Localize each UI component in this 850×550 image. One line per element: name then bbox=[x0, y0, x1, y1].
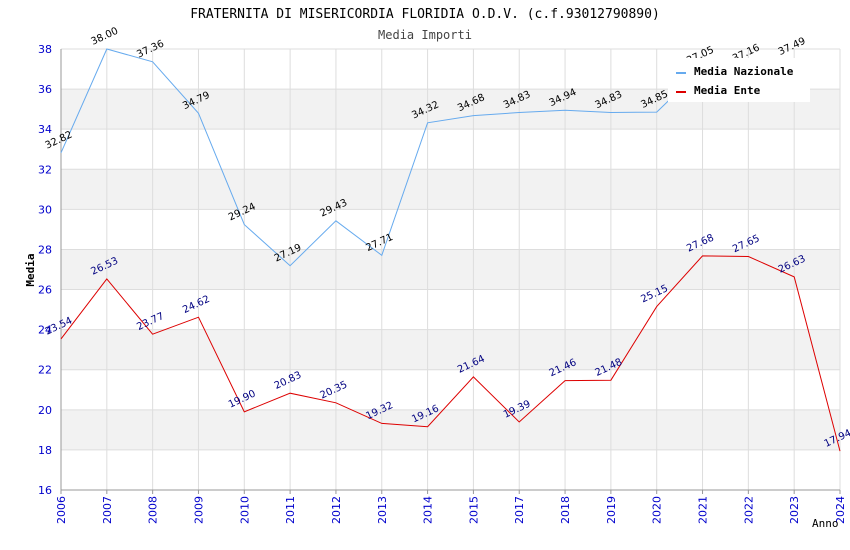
legend-label-nazionale: Media Nazionale bbox=[694, 65, 794, 78]
x-tick-label: 2023 bbox=[788, 496, 801, 524]
x-tick-label: 2010 bbox=[238, 496, 251, 524]
y-tick-label: 24 bbox=[38, 324, 52, 337]
grid-band bbox=[61, 249, 840, 290]
legend-label-ente: Media Ente bbox=[694, 84, 761, 97]
x-tick-label: 2021 bbox=[697, 496, 710, 524]
x-tick-label: 2013 bbox=[376, 496, 389, 524]
y-tick-label: 22 bbox=[38, 364, 52, 377]
legend-box bbox=[668, 58, 810, 102]
x-axis-title: Anno bbox=[812, 517, 839, 530]
series-line-ente bbox=[60, 255, 841, 452]
y-tick-label: 28 bbox=[38, 243, 52, 256]
data-label: 37.36 bbox=[135, 38, 166, 60]
grid-band bbox=[61, 169, 840, 210]
grid-band bbox=[61, 329, 840, 370]
y-tick-label: 38 bbox=[38, 43, 52, 56]
x-tick-label: 2008 bbox=[147, 496, 160, 524]
data-label: 38.00 bbox=[89, 26, 120, 48]
x-tick-label: 2014 bbox=[422, 496, 435, 524]
chart-title: FRATERNITA DI MISERICORDIA FLORIDIA O.D.… bbox=[190, 7, 660, 22]
x-tick-label: 2018 bbox=[559, 496, 572, 524]
data-label: 20.35 bbox=[319, 379, 350, 401]
x-tick-label: 2022 bbox=[742, 496, 755, 524]
x-tick-label: 2020 bbox=[651, 496, 664, 524]
y-tick-label: 26 bbox=[38, 284, 52, 297]
x-tick-label: 2011 bbox=[284, 496, 297, 524]
data-label: 37.49 bbox=[777, 36, 808, 58]
legend: Media Nazionale Media Ente bbox=[668, 58, 810, 102]
chart-subtitle: Media Importi bbox=[378, 28, 472, 42]
x-tick-label: 2012 bbox=[330, 496, 343, 524]
y-tick-label: 20 bbox=[38, 404, 52, 417]
data-label: 20.83 bbox=[273, 370, 304, 392]
y-tick-label: 30 bbox=[38, 203, 52, 216]
y-axis-title: Media bbox=[24, 253, 37, 286]
y-ticks: 16 18 20 22 24 26 28 30 32 34 36 38 bbox=[38, 43, 52, 497]
y-tick-label: 34 bbox=[38, 123, 52, 136]
x-tick-label: 2015 bbox=[467, 496, 480, 524]
data-label: 24.62 bbox=[181, 294, 212, 316]
grid-band bbox=[61, 409, 840, 450]
x-tick-label: 2019 bbox=[605, 496, 618, 524]
x-tick-label: 2024 bbox=[834, 496, 847, 524]
x-tick-label: 2006 bbox=[55, 496, 68, 524]
y-tick-label: 18 bbox=[38, 444, 52, 457]
y-tick-label: 36 bbox=[38, 83, 52, 96]
x-tick-label: 2009 bbox=[192, 496, 205, 524]
x-ticks: 2006 2007 2008 2009 2010 2011 2012 2013 2014 2015… bbox=[55, 490, 847, 524]
x-tick-label: 2017 bbox=[513, 496, 526, 524]
y-tick-label: 16 bbox=[38, 484, 52, 497]
y-tick-label: 32 bbox=[38, 163, 52, 176]
x-tick-label: 2007 bbox=[101, 496, 114, 524]
grid-bands bbox=[61, 89, 840, 450]
